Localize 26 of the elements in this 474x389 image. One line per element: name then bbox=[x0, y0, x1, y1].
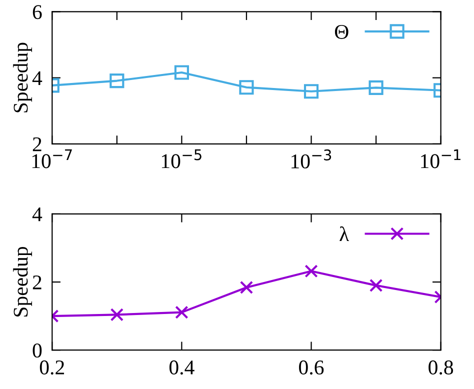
x-tick-label: 10$^{−5}$ bbox=[162, 149, 202, 168]
point bbox=[174, 65, 189, 80]
point bbox=[304, 84, 319, 99]
y-tick-label: 0 bbox=[32, 343, 42, 358]
point bbox=[110, 73, 124, 88]
point bbox=[110, 308, 124, 322]
point bbox=[240, 280, 254, 294]
point bbox=[369, 278, 383, 292]
y-tick-label: 2 bbox=[32, 137, 42, 152]
y-tick-label: 2 bbox=[32, 275, 42, 290]
x-tick-label: 0.4 bbox=[169, 360, 194, 375]
x-tick-label: 0.2 bbox=[40, 360, 64, 375]
point bbox=[239, 80, 254, 95]
x-tick-label: 0.8 bbox=[428, 360, 454, 375]
legend-label: Θ bbox=[334, 24, 348, 39]
y-tick-label: 4 bbox=[32, 71, 42, 86]
point bbox=[175, 306, 188, 319]
x-tick-label: 0.6 bbox=[299, 360, 324, 375]
legend-label: λ bbox=[340, 226, 350, 242]
point bbox=[304, 264, 318, 278]
x-tick-label: 10$^{−1}$ bbox=[421, 149, 460, 168]
y-axis-title: Speedup bbox=[13, 246, 32, 317]
x-tick-label: 10$^{−3}$ bbox=[292, 149, 332, 168]
y-axis-title: Speedup bbox=[13, 42, 32, 112]
y-tick-label: 6 bbox=[32, 5, 42, 20]
y-tick-label: 4 bbox=[32, 207, 42, 222]
